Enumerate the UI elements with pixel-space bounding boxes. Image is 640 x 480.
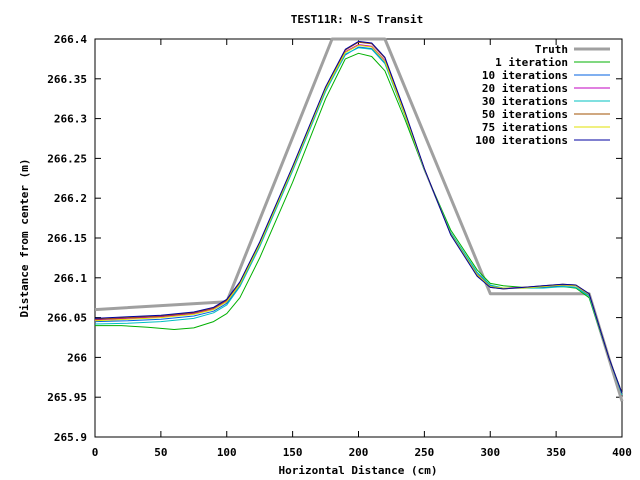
x-tick-label: 400 — [612, 446, 632, 459]
series-line-30-iterations — [94, 47, 623, 395]
y-tick-label: 266 — [67, 351, 87, 364]
x-tick-label: 250 — [414, 446, 434, 459]
x-tick-label: 150 — [283, 446, 303, 459]
y-tick-label: 266.05 — [47, 312, 87, 325]
legend-label: Truth — [535, 43, 568, 56]
series-line-75-iterations — [94, 44, 623, 394]
x-tick-label: 100 — [217, 446, 237, 459]
y-tick-label: 265.95 — [47, 391, 87, 404]
y-tick-label: 266.3 — [54, 113, 87, 126]
legend-label: 20 iterations — [482, 82, 568, 95]
x-tick-label: 50 — [154, 446, 167, 459]
y-tick-label: 266.35 — [47, 73, 87, 86]
axis-ticks: 0 50 100 150 200 250 300 350 400 265.9 265.95 266 26… — [47, 33, 632, 459]
legend-label: 30 iterations — [482, 95, 568, 108]
y-tick-label: 266.2 — [54, 192, 87, 205]
legend-label: 50 iterations — [482, 108, 568, 121]
legend-label: 100 iterations — [475, 134, 568, 147]
legend-label: 75 iterations — [482, 121, 568, 134]
y-tick-label: 266.4 — [54, 33, 87, 46]
series-group — [94, 37, 624, 402]
series-line-100-iterations — [94, 40, 623, 394]
x-tick-label: 200 — [349, 446, 369, 459]
x-tick-label: 350 — [546, 446, 566, 459]
legend-label: 1 iteration — [495, 56, 568, 69]
y-tick-label: 266.25 — [47, 152, 87, 165]
y-tick-label: 265.9 — [54, 431, 87, 444]
legend-label: 10 iterations — [482, 69, 568, 82]
y-tick-label: 266.1 — [54, 272, 87, 285]
x-tick-label: 300 — [480, 446, 500, 459]
y-tick-label: 266.15 — [47, 232, 87, 245]
chart-title: TEST11R: N-S Transit — [291, 13, 423, 26]
x-axis-label: Horizontal Distance (cm) — [279, 464, 438, 477]
series-line-10-iterations — [94, 46, 623, 394]
y-axis-label: Distance from center (m) — [18, 159, 31, 318]
x-tick-label: 0 — [92, 446, 99, 459]
